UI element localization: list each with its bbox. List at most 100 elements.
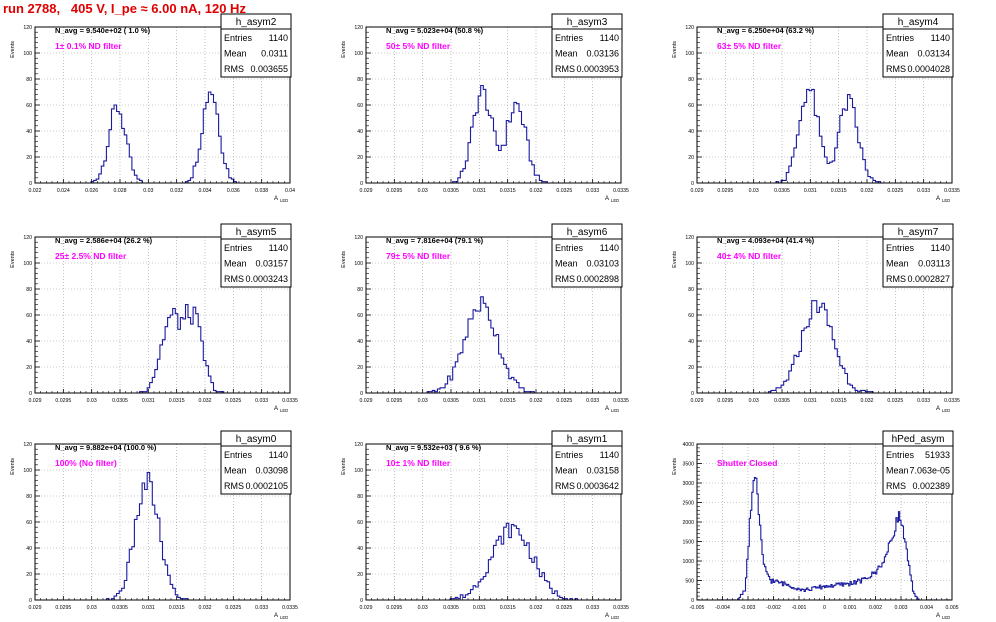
histogram-line	[366, 84, 621, 184]
histogram-name: h_asym4	[898, 17, 939, 28]
stat-value-entries: 1140	[600, 450, 619, 460]
x-tick-label: 0.0295	[717, 188, 733, 194]
x-tick-label: 0.03	[749, 188, 759, 194]
x-tick-label: 0.0325	[887, 188, 903, 194]
histogram-line	[697, 88, 952, 184]
histogram-panel: 0.022 0.024 0.026 0.028 0.03 0.032 0.034 0.036 0…	[10, 13, 295, 203]
filter-label: 40± 4% ND filter	[717, 251, 782, 261]
x-tick-label: 0.0315	[169, 398, 185, 404]
stat-value-rms: 0.003655	[250, 64, 288, 74]
stat-value-entries: 1140	[269, 243, 288, 253]
n-avg-label: N_avg = 4.093e+04 (41.4 %)	[717, 236, 815, 245]
stat-value-entries: 1140	[600, 33, 619, 43]
x-tick-label: 0.0295	[717, 398, 733, 404]
stat-value-rms: 0.0002827	[907, 274, 950, 284]
y-tick-label: 60	[688, 313, 694, 319]
x-tick-label: 0.001	[844, 605, 857, 611]
x-tick-label: 0.0335	[282, 398, 298, 404]
x-tick-label: -0.003	[741, 605, 756, 611]
x-tick-label: 0.029	[29, 605, 42, 611]
n-avg-label: N_avg = 6.250e+04 (63.2 %)	[717, 26, 815, 35]
x-tick-label: 0.03	[418, 605, 428, 611]
x-tick-label: 0.033	[586, 605, 599, 611]
x-tick-label: 0.024	[57, 188, 70, 194]
x-tick-label: 0.03	[418, 398, 428, 404]
histogram-panel: -0.005 -0.004 -0.003 -0.002 -0.001 0 0.001 0.00…	[672, 430, 959, 620]
x-tick-label: -0.004	[715, 605, 730, 611]
x-axis-label: A	[936, 406, 940, 412]
y-tick-label: 120	[685, 235, 694, 241]
stat-label-rms: RMS	[224, 274, 244, 284]
stats-box	[882, 430, 954, 495]
x-tick-label: 0.022	[29, 188, 42, 194]
x-axis-label: A	[605, 406, 609, 412]
x-tick-label: 0.03	[87, 398, 97, 404]
x-tick-label: 0.0335	[944, 188, 960, 194]
histogram-line	[366, 296, 621, 394]
x-tick-label: 0.036	[227, 188, 240, 194]
stat-value-rms: 0.0004028	[907, 64, 950, 74]
y-tick-label: 60	[357, 313, 363, 319]
x-tick-label: 0.033	[255, 605, 268, 611]
x-tick-label: 0.0315	[500, 188, 516, 194]
x-tick-label: 0.029	[360, 605, 373, 611]
y-tick-label: 60	[357, 520, 363, 526]
x-tick-label: 0.031	[473, 605, 486, 611]
histogram-name: h_asym2	[236, 17, 277, 28]
histogram-name: h_asym1	[567, 434, 608, 445]
x-axis-label-sub: LED	[280, 408, 288, 413]
stat-label-entries: Entries	[224, 243, 253, 253]
y-tick-label: 80	[26, 77, 32, 83]
stat-value-rms: 0.0002898	[576, 274, 619, 284]
filter-label: 1± 0.1% ND filter	[55, 41, 122, 51]
x-tick-label: 0.032	[530, 605, 543, 611]
y-tick-label: 3500	[682, 462, 694, 468]
x-tick-label: 0.0305	[112, 398, 128, 404]
stat-value-mean: 0.0311	[261, 49, 288, 59]
y-tick-label: 0	[360, 391, 363, 397]
y-tick-label: 40	[688, 339, 694, 345]
y-tick-label: 120	[685, 25, 694, 31]
x-tick-label: 0.0305	[443, 605, 459, 611]
stat-value-entries: 1140	[931, 33, 950, 43]
stat-label-mean: Mean	[555, 49, 578, 59]
x-tick-label: 0.038	[255, 188, 268, 194]
y-axis-label: Events	[672, 458, 678, 475]
y-tick-label: 40	[26, 546, 32, 552]
stat-label-entries: Entries	[886, 243, 915, 253]
y-tick-label: 1500	[682, 540, 694, 546]
y-tick-label: 20	[26, 572, 32, 578]
histogram-name: h_asym7	[898, 227, 939, 238]
stat-label-rms: RMS	[886, 64, 906, 74]
x-tick-label: -0.002	[766, 605, 781, 611]
histogram-panel: 0.029 0.0295 0.03 0.0305 0.031 0.0315 0.032 0.0…	[10, 223, 298, 413]
stats-box	[220, 13, 292, 78]
stat-label-entries: Entries	[555, 450, 584, 460]
y-tick-label: 60	[357, 103, 363, 109]
filter-label: 63± 5% ND filter	[717, 41, 782, 51]
x-tick-label: 0.0315	[500, 398, 516, 404]
y-tick-label: 120	[354, 442, 363, 448]
x-axis-label: A	[605, 196, 609, 202]
y-tick-label: 60	[26, 313, 32, 319]
stat-value-mean: 0.03158	[586, 466, 619, 476]
y-tick-label: 500	[685, 579, 694, 585]
y-tick-label: 120	[23, 25, 32, 31]
stat-label-rms: RMS	[224, 481, 244, 491]
stat-value-entries: 51933	[925, 450, 950, 460]
y-tick-label: 80	[26, 494, 32, 500]
x-tick-label: 0.029	[360, 188, 373, 194]
x-tick-label: 0.026	[85, 188, 98, 194]
x-tick-label: 0.0325	[556, 188, 572, 194]
x-tick-label: 0	[823, 605, 826, 611]
x-axis-label-sub: LED	[280, 615, 288, 620]
x-tick-label: 0.033	[917, 188, 930, 194]
x-axis-label-sub: LED	[942, 198, 950, 203]
x-tick-label: 0.0305	[774, 188, 790, 194]
n-avg-label: N_avg = 2.586e+04 (26.2 %)	[55, 236, 153, 245]
y-tick-label: 40	[26, 129, 32, 135]
histogram-name: h_asym3	[567, 17, 608, 28]
y-tick-label: 120	[354, 25, 363, 31]
x-tick-label: 0.032	[199, 398, 212, 404]
y-tick-label: 20	[26, 155, 32, 161]
